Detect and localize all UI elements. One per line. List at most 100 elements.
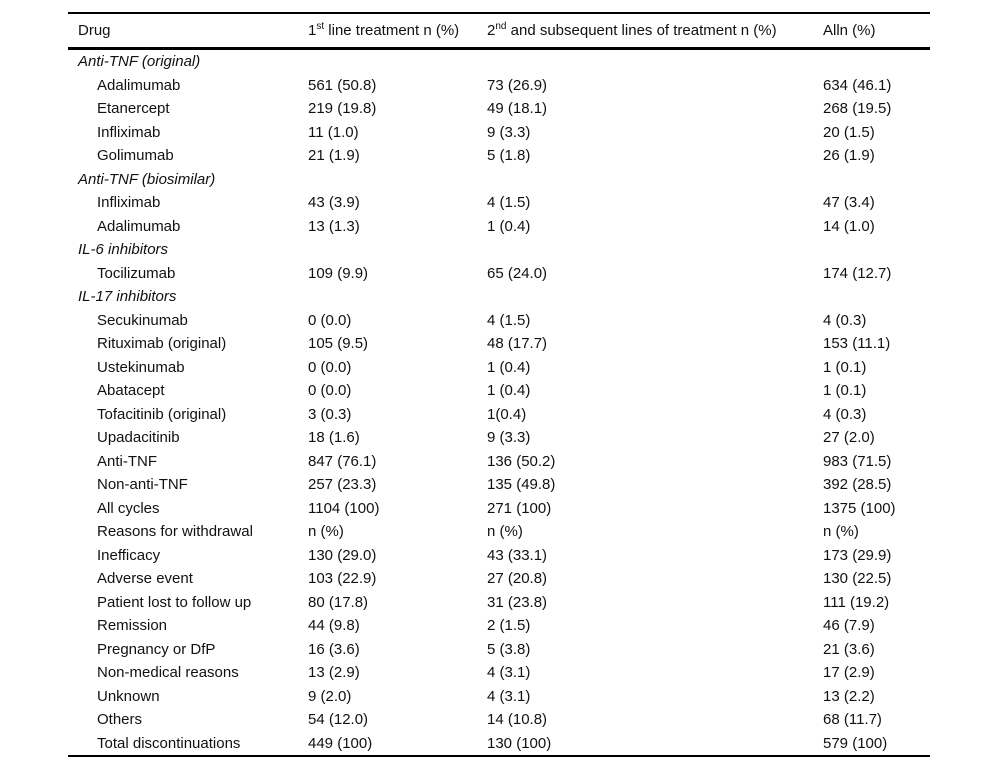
header-first-line-superscript: st: [316, 21, 325, 32]
drug-name-cell: Adalimumab: [97, 217, 181, 235]
all-cell: 130 (22.5): [823, 570, 892, 588]
all-cell: n (%): [823, 523, 859, 541]
drug-treatment-table: Drug 1st line treatment n (%) 2nd and su…: [68, 12, 930, 757]
drug-name-cell: Reasons for withdrawal: [97, 523, 253, 541]
header-drug: Drug: [78, 22, 111, 39]
drug-name-cell: Non-medical reasons: [97, 664, 239, 682]
subsequent-line-cell: 5 (1.8): [487, 147, 531, 165]
table-row: Pregnancy or DfP 16 (3.6) 5 (3.8) 21 (3.6): [68, 638, 930, 662]
subsequent-line-cell: 14 (10.8): [487, 711, 548, 729]
drug-name-cell: Infliximab: [97, 194, 161, 212]
table-row: Abatacept 0 (0.0) 1 (0.4) 1 (0.1): [68, 379, 930, 403]
section-label: IL-6 inhibitors: [78, 241, 169, 259]
first-line-cell: 9 (2.0): [308, 687, 352, 705]
table-row: Adverse event 103 (22.9) 27 (20.8) 130 (22.…: [68, 567, 930, 591]
drug-name-cell: Inefficacy: [97, 546, 161, 564]
table-row: Infliximab 43 (3.9) 4 (1.5) 47 (3.4): [68, 191, 930, 215]
header-subsequent-lines-treatment: 2nd and subsequent lines of treatment n …: [487, 21, 823, 40]
all-cell: 47 (3.4): [823, 194, 875, 212]
drug-name-cell: Adalimumab: [97, 76, 181, 94]
drug-name-cell: Total discontinuations: [97, 734, 241, 752]
first-line-cell: 21 (1.9): [308, 147, 360, 165]
first-line-cell: 847 (76.1): [308, 452, 377, 470]
table-row: Tofacitinib (original) 3 (0.3) 1(0.4) 4 (0.…: [68, 403, 930, 427]
subsequent-line-cell: 1(0.4): [487, 405, 527, 423]
section-label: Anti-TNF (biosimilar): [78, 170, 216, 188]
table-row: Tocilizumab 109 (9.9) 65 (24.0) 174 (12.7): [68, 262, 930, 286]
header-first-line-rest: line treatment n (%): [324, 22, 460, 39]
subsequent-line-cell: 9 (3.3): [487, 123, 531, 141]
first-line-cell: 105 (9.5): [308, 335, 369, 353]
first-line-cell: 13 (1.3): [308, 217, 360, 235]
subsequent-line-cell: 1 (0.4): [487, 358, 531, 376]
first-line-cell: 219 (19.8): [308, 100, 377, 118]
first-line-cell: 16 (3.6): [308, 640, 360, 658]
header-subsequent-superscript: nd: [495, 21, 507, 32]
table-row: Golimumab 21 (1.9) 5 (1.8) 26 (1.9): [68, 144, 930, 168]
table-row: Total discontinuations 449 (100) 130 (100)…: [68, 732, 930, 756]
first-line-cell: 54 (12.0): [308, 711, 369, 729]
section-row: Anti-TNF (biosimilar): [68, 168, 930, 192]
table-body: Anti-TNF (original) Adalimumab 561 (50.8) 7…: [68, 50, 930, 755]
subsequent-line-cell: 271 (100): [487, 499, 552, 517]
all-cell: 1 (0.1): [823, 358, 867, 376]
header-first-line-base: 1: [308, 22, 317, 39]
all-cell: 13 (2.2): [823, 687, 875, 705]
drug-name-cell: Tocilizumab: [97, 264, 176, 282]
first-line-cell: 109 (9.9): [308, 264, 369, 282]
subsequent-line-cell: 1 (0.4): [487, 382, 531, 400]
section-row: Anti-TNF (original): [68, 50, 930, 74]
drug-name-cell: Upadacitinib: [97, 429, 180, 447]
table-row: Inefficacy 130 (29.0) 43 (33.1) 173 (29.9): [68, 544, 930, 568]
first-line-cell: 0 (0.0): [308, 358, 352, 376]
table-row: All cycles 1104 (100) 271 (100) 1375 (100): [68, 497, 930, 521]
first-line-cell: 44 (9.8): [308, 617, 360, 635]
table-row: Non-anti-TNF 257 (23.3) 135 (49.8) 392 (28.…: [68, 473, 930, 497]
table-row: Etanercept 219 (19.8) 49 (18.1) 268 (19.5): [68, 97, 930, 121]
table-header-row: Drug 1st line treatment n (%) 2nd and su…: [68, 14, 930, 50]
table-row: Adalimumab 13 (1.3) 1 (0.4) 14 (1.0): [68, 215, 930, 239]
first-line-cell: 130 (29.0): [308, 546, 377, 564]
drug-name-cell: Pregnancy or DfP: [97, 640, 216, 658]
subsequent-line-cell: 27 (20.8): [487, 570, 548, 588]
first-line-cell: n (%): [308, 523, 344, 541]
subsequent-line-cell: 73 (26.9): [487, 76, 548, 94]
drug-name-cell: Rituximab (original): [97, 335, 227, 353]
all-cell: 173 (29.9): [823, 546, 892, 564]
drug-name-cell: Adverse event: [97, 570, 193, 588]
subsequent-line-cell: 5 (3.8): [487, 640, 531, 658]
table-row: Secukinumab 0 (0.0) 4 (1.5) 4 (0.3): [68, 309, 930, 333]
subsequent-line-cell: 2 (1.5): [487, 617, 531, 635]
table-row: Anti-TNF 847 (76.1) 136 (50.2) 983 (71.5): [68, 450, 930, 474]
all-cell: 174 (12.7): [823, 264, 892, 282]
drug-name-cell: Infliximab: [97, 123, 161, 141]
drug-name-cell: Remission: [97, 617, 168, 635]
all-cell: 634 (46.1): [823, 76, 892, 94]
table-row: Reasons for withdrawal n (%) n (%) n (%): [68, 520, 930, 544]
subsequent-line-cell: 4 (1.5): [487, 194, 531, 212]
section-label: Anti-TNF (original): [78, 53, 201, 71]
first-line-cell: 13 (2.9): [308, 664, 360, 682]
subsequent-line-cell: 135 (49.8): [487, 476, 556, 494]
header-first-line-treatment: 1st line treatment n (%): [308, 21, 487, 40]
table-row: Adalimumab 561 (50.8) 73 (26.9) 634 (46.1): [68, 74, 930, 98]
table-row: Ustekinumab 0 (0.0) 1 (0.4) 1 (0.1): [68, 356, 930, 380]
all-cell: 579 (100): [823, 734, 888, 752]
subsequent-line-cell: 1 (0.4): [487, 217, 531, 235]
first-line-cell: 0 (0.0): [308, 311, 352, 329]
first-line-cell: 3 (0.3): [308, 405, 352, 423]
all-cell: 14 (1.0): [823, 217, 875, 235]
subsequent-line-cell: 49 (18.1): [487, 100, 548, 118]
all-cell: 21 (3.6): [823, 640, 875, 658]
first-line-cell: 561 (50.8): [308, 76, 377, 94]
section-row: IL-17 inhibitors: [68, 285, 930, 309]
subsequent-line-cell: n (%): [487, 523, 523, 541]
all-cell: 68 (11.7): [823, 711, 882, 729]
table-row: Infliximab 11 (1.0) 9 (3.3) 20 (1.5): [68, 121, 930, 145]
subsequent-line-cell: 4 (3.1): [487, 687, 531, 705]
first-line-cell: 0 (0.0): [308, 382, 352, 400]
table-row: Unknown 9 (2.0) 4 (3.1) 13 (2.2): [68, 685, 930, 709]
all-cell: 392 (28.5): [823, 476, 892, 494]
drug-name-cell: Abatacept: [97, 382, 165, 400]
drug-name-cell: Tofacitinib (original): [97, 405, 227, 423]
